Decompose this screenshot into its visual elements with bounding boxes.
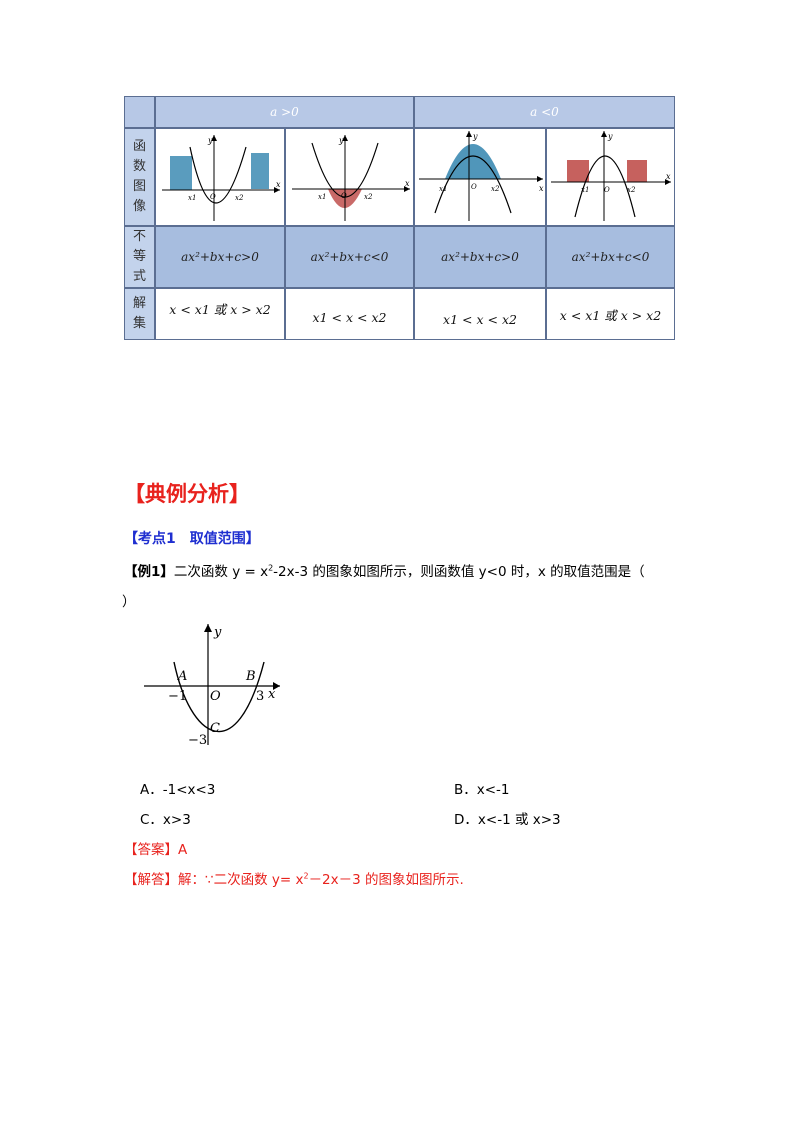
example-text-after: -2x-3 的图象如图所示，则函数值 y<0 时，x 的取值范围是（ — [273, 564, 645, 580]
parabola-figure: y x A B O −1 3 C −3 — [144, 624, 280, 748]
svg-text:x2: x2 — [364, 193, 373, 201]
svg-text:−1: −1 — [168, 689, 187, 704]
svg-text:O: O — [471, 183, 477, 191]
option-a: A．-1<x<3 — [140, 782, 216, 798]
parabola-graph-up-inner: y x O x1 x2 — [292, 135, 410, 221]
svg-text:y: y — [472, 132, 478, 141]
inequality-2: ax²+bx+c<0 — [285, 226, 414, 288]
example-question: 【例1】二次函数 y = x2-2x-3 的图象如图所示，则函数值 y<0 时，… — [124, 560, 645, 581]
option-c: C．x>3 — [140, 812, 191, 828]
svg-text:A: A — [177, 669, 187, 684]
svg-text:x2: x2 — [235, 194, 244, 202]
svg-text:x2: x2 — [627, 186, 636, 194]
example-sup: 2 — [268, 563, 274, 573]
kaodian-heading: 【考点1 取值范围】 — [124, 531, 260, 547]
svg-text:x1: x1 — [439, 185, 447, 193]
answer-value: A — [178, 842, 188, 858]
inequality-3: ax²+bx+c>0 — [414, 226, 546, 288]
example-tag: 【例1】 — [124, 564, 174, 580]
header-a-negative: a <0 — [414, 96, 675, 128]
solution-4: x < x1 或 x > x2 — [546, 288, 675, 340]
section-title: 【典例分析】 — [124, 482, 250, 506]
row-label-inequality: 不 等 式 — [124, 226, 155, 288]
inequality-1: ax²+bx+c>0 — [155, 226, 285, 288]
analysis-tag: 【解答】 — [124, 872, 178, 888]
analysis-line: 【解答】解：∵二次函数 y= x2－2x－3 的图象如图所示. — [124, 868, 464, 889]
example-figure: y x A B O −1 3 C −3 — [140, 620, 290, 754]
svg-text:x1: x1 — [581, 186, 589, 194]
svg-text:y: y — [207, 136, 213, 145]
parabola-graph-down-inner: y x O x1 x2 — [419, 131, 544, 221]
parabola-graph-down-outer: y x O x1 x2 — [551, 131, 671, 221]
solution-3: x1 < x < x2 — [414, 288, 546, 340]
svg-text:x: x — [268, 687, 276, 702]
row-label-solution: 解 集 — [124, 288, 155, 340]
svg-text:x1: x1 — [318, 193, 326, 201]
svg-text:x1: x1 — [188, 194, 196, 202]
svg-text:y: y — [338, 136, 344, 145]
svg-text:O: O — [210, 193, 216, 201]
svg-text:x: x — [539, 184, 544, 193]
svg-text:−3: −3 — [188, 733, 207, 748]
analysis-text-before: 解：∵二次函数 y= x — [178, 872, 304, 888]
parabola-graph-up-outer: y x O x1 x2 — [162, 135, 281, 221]
graph-cell-4: y x O x1 x2 — [546, 128, 675, 226]
graph-cell-3: y x O x1 x2 — [414, 128, 546, 226]
inequality-table: a >0 a <0 函 数 图 像 y x O x1 x2 y x — [124, 96, 675, 340]
svg-text:x: x — [276, 180, 281, 189]
inequality-4: ax²+bx+c<0 — [546, 226, 675, 288]
graph-cell-1: y x O x1 x2 — [155, 128, 285, 226]
analysis-text-after: －2x－3 的图象如图所示. — [308, 872, 464, 888]
svg-text:y: y — [607, 132, 613, 141]
option-b: B．x<-1 — [454, 782, 510, 798]
header-corner — [124, 96, 155, 128]
svg-text:x: x — [666, 172, 671, 181]
svg-text:O: O — [604, 186, 610, 194]
svg-text:O: O — [341, 192, 347, 200]
svg-text:O: O — [210, 689, 221, 704]
svg-text:x2: x2 — [491, 185, 500, 193]
answer-tag: 【答案】 — [124, 842, 178, 858]
svg-text:y: y — [213, 625, 222, 640]
example-question-line2: ） — [122, 594, 136, 610]
answer-line: 【答案】A — [124, 838, 187, 858]
svg-text:B: B — [245, 669, 256, 684]
svg-text:3: 3 — [256, 689, 264, 704]
header-a-positive: a >0 — [155, 96, 414, 128]
svg-text:x: x — [405, 179, 410, 188]
row-label-graph: 函 数 图 像 — [124, 128, 155, 226]
solution-1: x < x1 或 x > x2 — [155, 288, 285, 340]
example-text-before: 二次函数 y = x — [173, 564, 269, 580]
svg-text:C: C — [210, 721, 220, 736]
analysis-sup: 2 — [303, 871, 309, 881]
option-d: D．x<-1 或 x>3 — [454, 812, 561, 828]
solution-2: x1 < x < x2 — [285, 288, 414, 340]
graph-cell-2: y x O x1 x2 — [285, 128, 414, 226]
